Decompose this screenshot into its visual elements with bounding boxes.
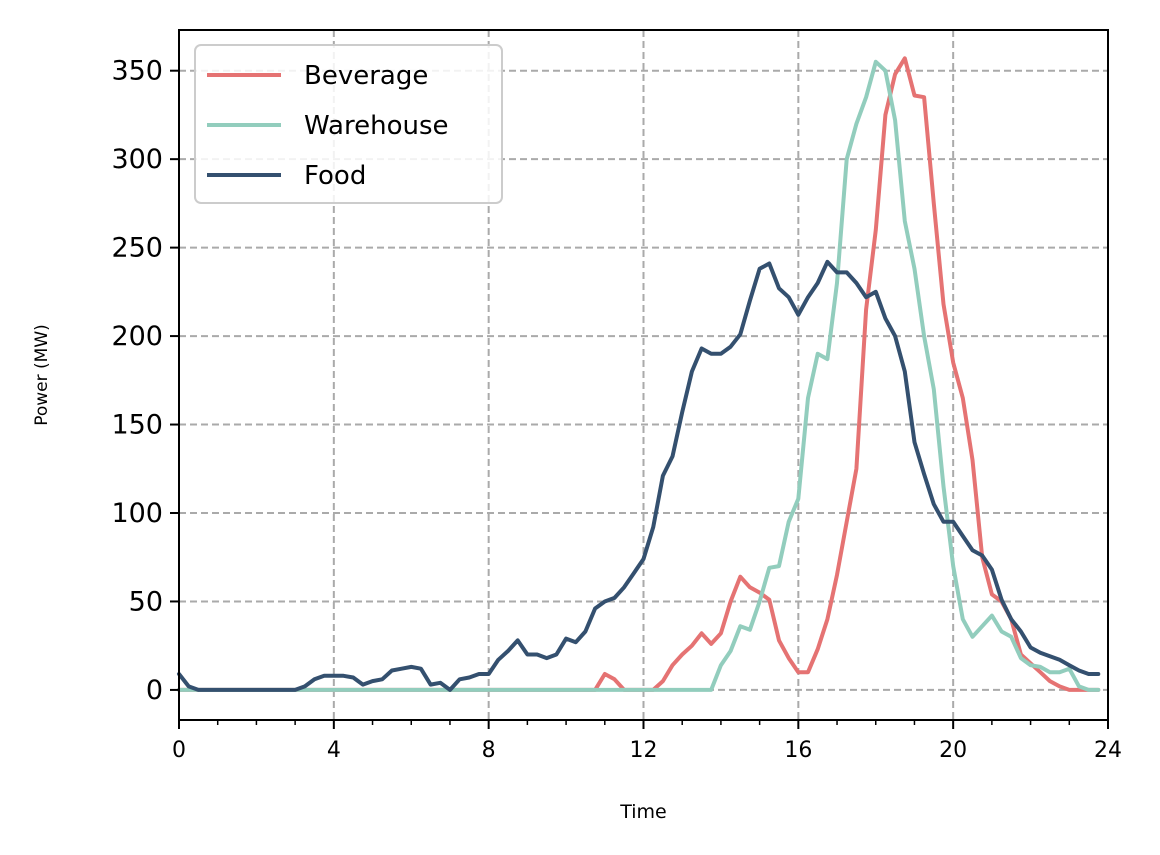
legend: Beverage Warehouse Food <box>194 44 503 204</box>
y-tick-label: 200 <box>111 321 163 352</box>
x-tick-label: 8 <box>482 738 496 763</box>
x-tick-label: 12 <box>630 738 658 763</box>
x-axis: 0 4 8 12 16 20 24 <box>172 720 1122 763</box>
legend-label-food: Food <box>304 161 366 191</box>
legend-label-warehouse: Warehouse <box>304 111 449 141</box>
y-axis-label: Power (MW) <box>32 324 52 426</box>
y-tick-label: 0 <box>146 675 163 706</box>
x-tick-label: 0 <box>172 738 186 763</box>
x-tick-label: 4 <box>327 738 341 763</box>
y-tick-label: 150 <box>111 410 163 441</box>
x-axis-label: Time <box>619 801 667 823</box>
y-tick-label: 250 <box>111 233 163 264</box>
series-line-warehouse <box>177 59 1101 692</box>
y-tick-label: 100 <box>111 498 163 529</box>
x-tick-label: 16 <box>784 738 812 763</box>
y-tick-label: 300 <box>111 144 163 175</box>
legend-box <box>194 44 503 204</box>
x-tick-label: 20 <box>939 738 967 763</box>
x-tick-label: 24 <box>1094 738 1122 763</box>
legend-label-beverage: Beverage <box>304 61 428 91</box>
y-axis: 0 50 100 150 200 250 300 350 <box>111 56 179 706</box>
y-tick-label: 350 <box>111 56 163 87</box>
y-tick-label: 50 <box>129 586 163 617</box>
series-lines <box>177 56 1101 692</box>
series-line-food <box>177 259 1101 692</box>
